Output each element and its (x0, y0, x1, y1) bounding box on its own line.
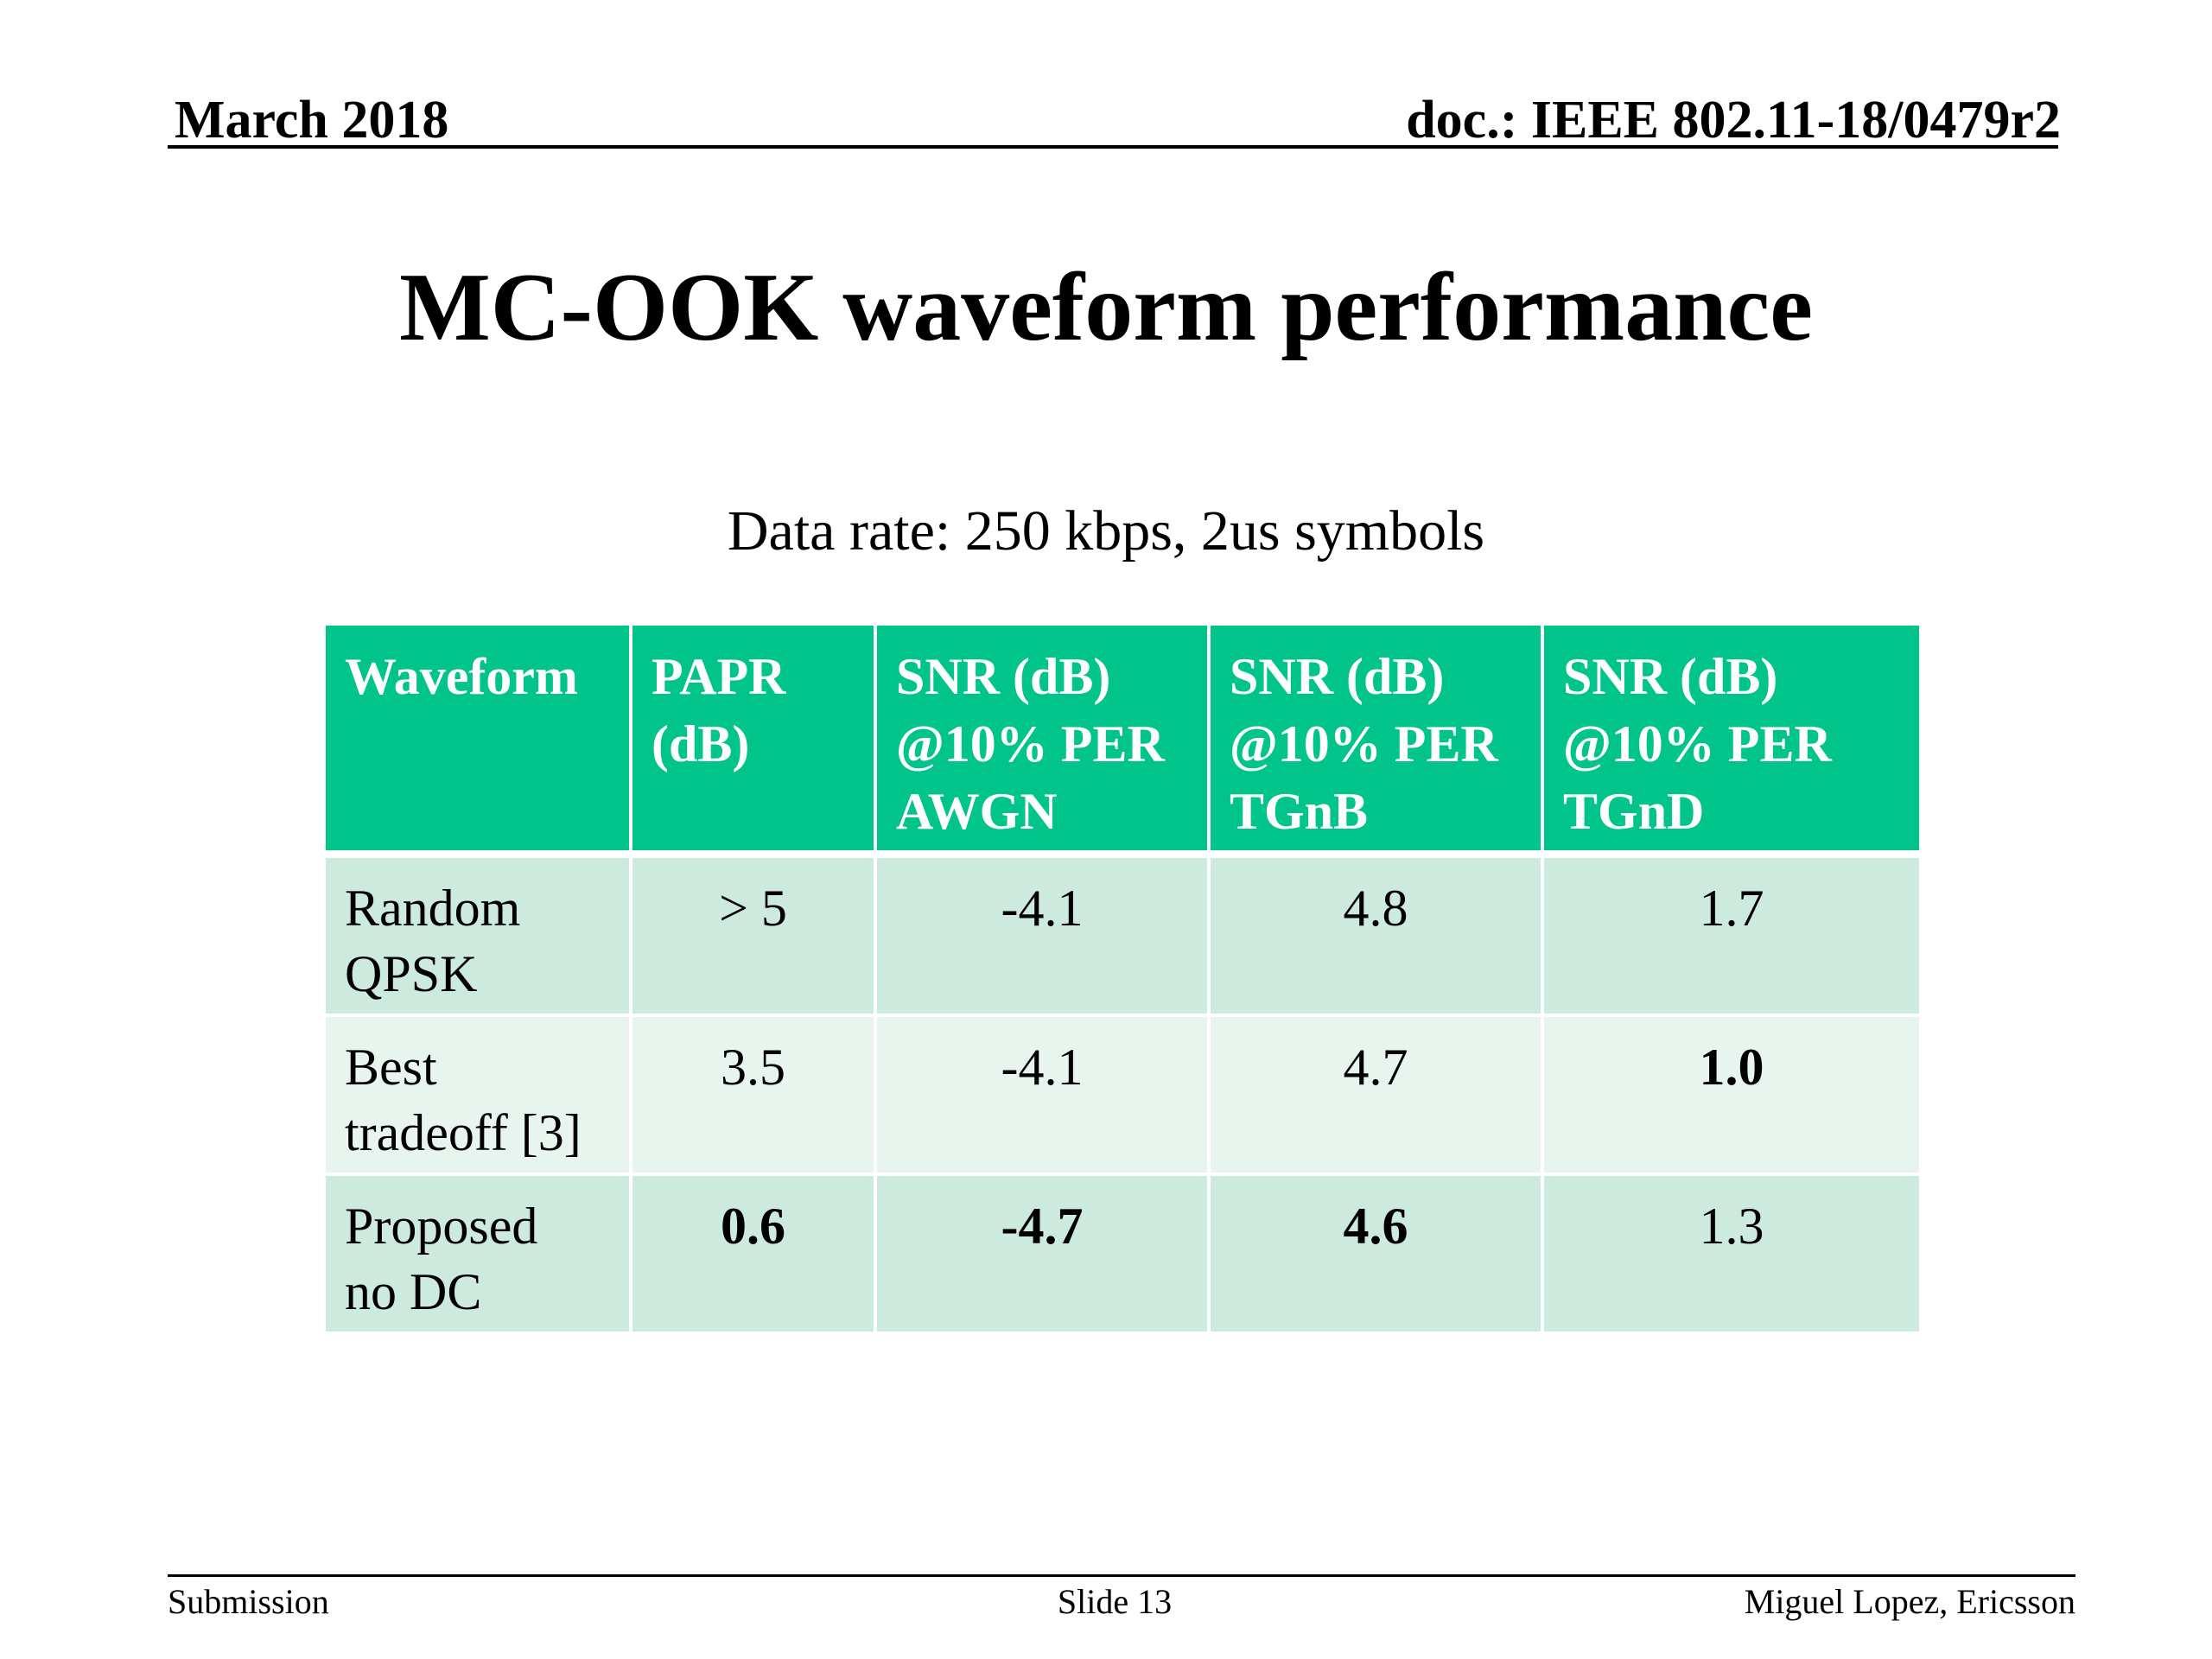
header-line: TGnD (1563, 783, 1705, 840)
cell-papr: > 5 (629, 852, 877, 1017)
header-date: March 2018 (175, 91, 449, 149)
header-snr-tgnd: SNR (dB) @10% PER TGnD (1541, 622, 1923, 858)
slide-subtitle: Data rate: 250 kbps, 2us symbols (727, 499, 1485, 563)
footer-submission: Submission (168, 1582, 329, 1621)
cell-snr-tgnb: 4.6 (1207, 1173, 1544, 1335)
slide-title: MC-OOK waveform performance (399, 254, 1813, 361)
label-line: no DC (345, 1263, 482, 1320)
header-line: AWGN (896, 783, 1058, 840)
header-snr-tgnb: SNR (dB) @10% PER TGnB (1207, 622, 1544, 858)
label-line: tradeoff [3] (345, 1104, 582, 1161)
row-label: Random QPSK (322, 852, 632, 1017)
footer-divider (168, 1574, 2075, 1577)
cell-snr-tgnd: 1.0 (1541, 1014, 1923, 1176)
cell-snr-awgn: -4.1 (874, 1014, 1211, 1176)
table-header-row: Waveform PAPR (dB) SNR (dB) @10% PER AWG… (322, 622, 1923, 858)
performance-table: Waveform PAPR (dB) SNR (dB) @10% PER AWG… (322, 622, 1923, 1335)
header-line: TGnB (1230, 783, 1369, 840)
header-line: @10% PER (1563, 715, 1832, 772)
row-label: Proposed no DC (322, 1173, 632, 1335)
row-label: Best tradeoff [3] (322, 1014, 632, 1176)
cell-snr-awgn: -4.1 (874, 852, 1211, 1017)
header-snr-awgn: SNR (dB) @10% PER AWGN (874, 622, 1211, 858)
header-papr: PAPR (dB) (629, 622, 877, 858)
header-line: PAPR (652, 648, 786, 705)
header-line: @10% PER (1230, 715, 1498, 772)
table-row: Random QPSK > 5 -4.1 4.8 1.7 (322, 852, 1923, 1017)
header-line: (dB) (652, 715, 750, 772)
header-divider (168, 145, 2058, 149)
cell-snr-tgnb: 4.8 (1207, 852, 1544, 1017)
header-waveform: Waveform (322, 622, 632, 858)
label-line: Best (345, 1039, 437, 1096)
cell-snr-tgnb: 4.7 (1207, 1014, 1544, 1176)
header-line: SNR (dB) (1230, 648, 1445, 705)
table-row: Best tradeoff [3] 3.5 -4.1 4.7 1.0 (322, 1014, 1923, 1176)
cell-snr-tgnd: 1.7 (1541, 852, 1923, 1017)
cell-papr: 0.6 (629, 1173, 877, 1335)
label-line: QPSK (345, 945, 478, 1002)
table-row: Proposed no DC 0.6 -4.7 4.6 1.3 (322, 1173, 1923, 1335)
footer-author: Miguel Lopez, Ericsson (1744, 1582, 2075, 1621)
label-line: Random (345, 880, 521, 937)
label-line: Proposed (345, 1198, 538, 1255)
header-doc-id: doc.: IEEE 802.11-18/0479r2 (1406, 91, 2061, 149)
header-line: @10% PER (896, 715, 1165, 772)
header-line: SNR (dB) (1563, 648, 1778, 705)
cell-snr-tgnd: 1.3 (1541, 1173, 1923, 1335)
header-line: SNR (dB) (896, 648, 1111, 705)
cell-snr-awgn: -4.7 (874, 1173, 1211, 1335)
cell-papr: 3.5 (629, 1014, 877, 1176)
footer-slide-number: Slide 13 (1057, 1582, 1173, 1621)
header-line: Waveform (345, 648, 578, 705)
